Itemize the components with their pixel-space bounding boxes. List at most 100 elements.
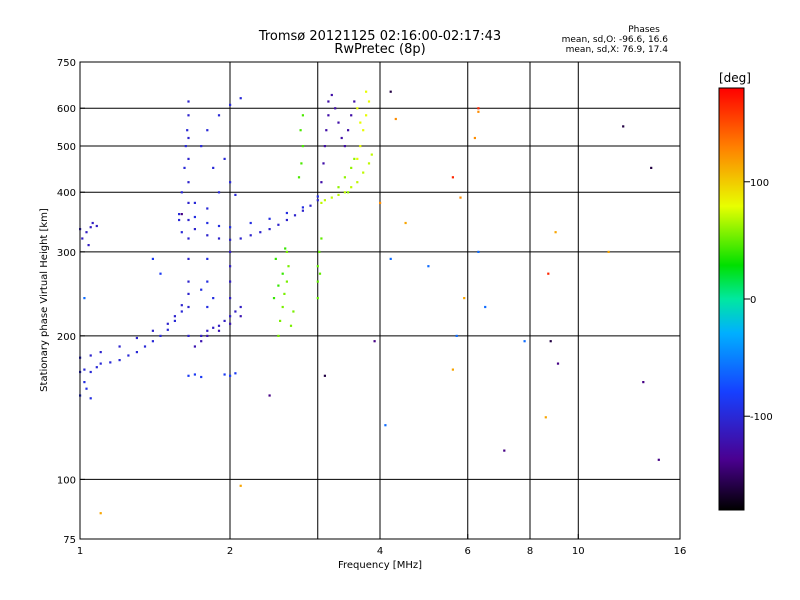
echo-point bbox=[91, 221, 94, 225]
echo-point bbox=[503, 449, 506, 452]
echo-point bbox=[200, 340, 203, 343]
echo-point bbox=[277, 334, 280, 337]
echo-point bbox=[323, 374, 326, 377]
x-axis-label: Frequency [MHz] bbox=[338, 560, 422, 571]
echo-point bbox=[283, 292, 286, 295]
echo-point bbox=[187, 305, 190, 309]
echo-point bbox=[657, 458, 660, 461]
echo-point bbox=[642, 381, 645, 384]
echo-point bbox=[281, 305, 284, 309]
echo-point bbox=[83, 297, 86, 300]
echo-point bbox=[350, 166, 353, 169]
echo-point bbox=[200, 288, 203, 291]
echo-point bbox=[200, 334, 203, 337]
echo-point bbox=[277, 284, 280, 287]
echo-point bbox=[340, 136, 343, 140]
echo-point bbox=[477, 107, 480, 110]
y-tick-label: 300 bbox=[57, 248, 76, 259]
echo-point bbox=[281, 272, 284, 275]
echo-point bbox=[217, 114, 221, 117]
echo-point bbox=[365, 90, 368, 93]
echo-point bbox=[370, 153, 373, 156]
echo-point bbox=[259, 231, 262, 234]
echo-point bbox=[300, 162, 303, 165]
echo-point bbox=[234, 372, 237, 375]
echo-point bbox=[85, 231, 88, 234]
echo-point bbox=[99, 362, 102, 365]
echo-point bbox=[350, 186, 353, 189]
echo-point bbox=[193, 228, 196, 231]
echo-point bbox=[229, 322, 232, 325]
y-tick-label: 75 bbox=[63, 535, 76, 546]
echo-point bbox=[206, 234, 209, 237]
echo-point bbox=[234, 193, 237, 196]
echo-point bbox=[206, 221, 209, 225]
echo-point bbox=[89, 354, 92, 357]
echo-point bbox=[143, 345, 147, 348]
echo-point bbox=[556, 362, 560, 365]
echo-point bbox=[229, 280, 232, 283]
echo-point bbox=[316, 265, 319, 268]
echo-point bbox=[187, 374, 190, 377]
echo-point bbox=[343, 191, 346, 194]
echo-point bbox=[151, 340, 154, 343]
y-tick-label: 100 bbox=[57, 475, 76, 486]
echo-point bbox=[173, 319, 176, 322]
echo-point bbox=[99, 512, 102, 515]
echo-point bbox=[272, 297, 276, 300]
y-tick-label: 400 bbox=[57, 188, 76, 199]
colorbar-tick-label: -100 bbox=[750, 412, 773, 423]
echo-point bbox=[365, 114, 368, 117]
echo-point bbox=[229, 250, 232, 253]
echo-point bbox=[293, 214, 297, 217]
stats-line-x: mean, sd,X: 76.9, 17.4 bbox=[566, 45, 669, 55]
echo-point bbox=[135, 351, 138, 354]
echo-point bbox=[180, 304, 183, 307]
echo-point bbox=[367, 100, 371, 103]
echo-point bbox=[118, 359, 121, 362]
echo-point bbox=[484, 305, 487, 309]
echo-point bbox=[180, 231, 183, 234]
echo-point bbox=[289, 324, 293, 327]
stats-heading: Phases bbox=[628, 25, 660, 35]
echo-point bbox=[187, 218, 190, 222]
echo-point bbox=[316, 195, 319, 198]
echo-point bbox=[99, 351, 102, 354]
echo-point bbox=[151, 257, 154, 260]
echo-point bbox=[299, 129, 302, 132]
echo-point bbox=[455, 334, 458, 337]
echo-point bbox=[320, 201, 323, 204]
echo-point bbox=[285, 218, 288, 222]
echo-point bbox=[337, 193, 340, 196]
echo-point bbox=[187, 157, 190, 160]
echo-point bbox=[184, 145, 187, 148]
echo-point bbox=[477, 250, 480, 253]
echo-point bbox=[330, 93, 333, 97]
echo-point bbox=[277, 223, 280, 226]
echo-point bbox=[206, 305, 209, 309]
echo-point bbox=[95, 366, 98, 369]
echo-point bbox=[229, 103, 232, 106]
echo-point bbox=[159, 334, 162, 337]
echo-point bbox=[334, 107, 337, 110]
echo-point bbox=[427, 265, 430, 268]
echo-point bbox=[187, 114, 190, 117]
echo-point bbox=[239, 484, 242, 487]
echo-point bbox=[217, 324, 221, 327]
echo-point bbox=[249, 221, 252, 225]
echo-point bbox=[274, 257, 277, 260]
echo-point bbox=[229, 297, 232, 300]
echo-point bbox=[239, 237, 242, 240]
echo-point bbox=[178, 218, 181, 222]
echo-point bbox=[268, 228, 271, 231]
echo-point bbox=[384, 424, 387, 427]
echo-point bbox=[217, 191, 221, 194]
echo-point bbox=[544, 416, 547, 419]
echo-point bbox=[180, 191, 183, 194]
echo-point bbox=[301, 209, 304, 212]
echo-point bbox=[229, 181, 232, 184]
echo-point bbox=[323, 199, 326, 202]
colorbar bbox=[718, 87, 745, 511]
colorbar-label: [deg] bbox=[719, 71, 751, 85]
